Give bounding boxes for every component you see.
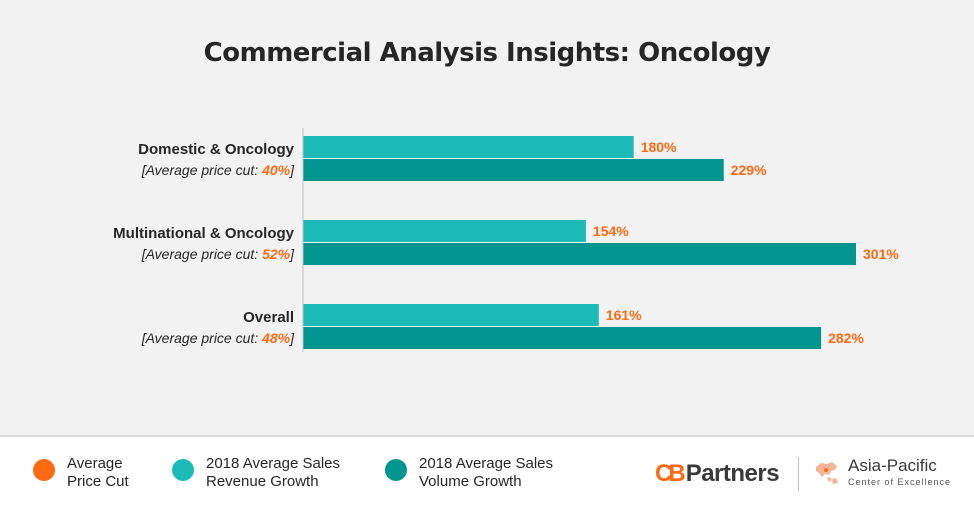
cb-logo-b: B [668,460,686,487]
legend-line: Average [67,455,123,472]
legend-line: 2018 Average Sales [419,455,553,472]
price-cut-suffix: ] [288,246,295,262]
legend-line: Volume Growth [419,473,522,490]
revenue-growth-bar [303,220,586,242]
category-label: Multinational & Oncology [113,225,294,242]
asia-pacific-subtitle: Center of Excellence [848,477,952,487]
volume-swatch [385,459,407,481]
volume-growth-bar [303,159,724,181]
price-cut-value: 52% [262,246,291,262]
bar-value-label: 229% [731,162,767,178]
asia-pacific-title: Asia-Pacific [848,456,937,475]
category-label: Overall [243,309,294,326]
bar-value-label: 301% [863,246,899,262]
logo-separator [798,457,799,491]
cb-logo-c: C [655,460,673,487]
price-cut-suffix: ] [288,162,295,178]
chart-panel [0,0,974,435]
price-cut-swatch [33,459,55,481]
price-cut-prefix: [Average price cut: [141,246,262,262]
volume-growth-bar [303,327,822,349]
category-label: Domestic & Oncology [138,141,295,158]
price-cut-value: 40% [261,162,291,178]
legend-line: Price Cut [67,473,129,490]
revenue-growth-bar [303,136,634,158]
bar-value-label: 154% [593,223,629,239]
price-cut-suffix: ] [288,330,295,346]
legend-label-revenue: 2018 Average Sales Revenue Growth [206,455,366,491]
revenue-swatch [172,459,194,481]
legend-divider [0,435,974,437]
legend-line: Revenue Growth [206,473,319,490]
legend-item-volume: 2018 Average Sales Volume Growth [385,455,579,491]
bar-chart: Domestic & Oncology [Average price cut: 4… [113,128,899,352]
bar-value-label: 282% [828,330,864,346]
price-cut-annotation: [Average price cut: 52%] [141,246,295,262]
bar-value-label: 180% [641,139,677,155]
chart-title: Commercial Analysis Insights: Oncology [203,38,771,68]
bar-value-label: 161% [606,307,642,323]
volume-growth-bar [303,243,856,265]
legend-item-revenue: 2018 Average Sales Revenue Growth [172,455,366,491]
price-cut-annotation: [Average price cut: 48%] [141,330,295,346]
legend-label-volume: 2018 Average Sales Volume Growth [419,455,579,491]
legend-line: 2018 Average Sales [206,455,340,472]
legend-item-price-cut: Average Price Cut [33,455,227,491]
price-cut-prefix: [Average price cut: [141,330,262,346]
price-cut-value: 48% [261,330,291,346]
cb-logo-word: Partners [685,460,780,487]
asia-map-icon [816,462,838,484]
price-cut-annotation: [Average price cut: 40%] [141,162,295,178]
price-cut-prefix: [Average price cut: [141,162,262,178]
revenue-growth-bar [303,304,599,326]
legend-label-price-cut: Average Price Cut [67,455,227,491]
asia-pacific-logo: Asia-Pacific Center of Excellence [812,456,951,488]
